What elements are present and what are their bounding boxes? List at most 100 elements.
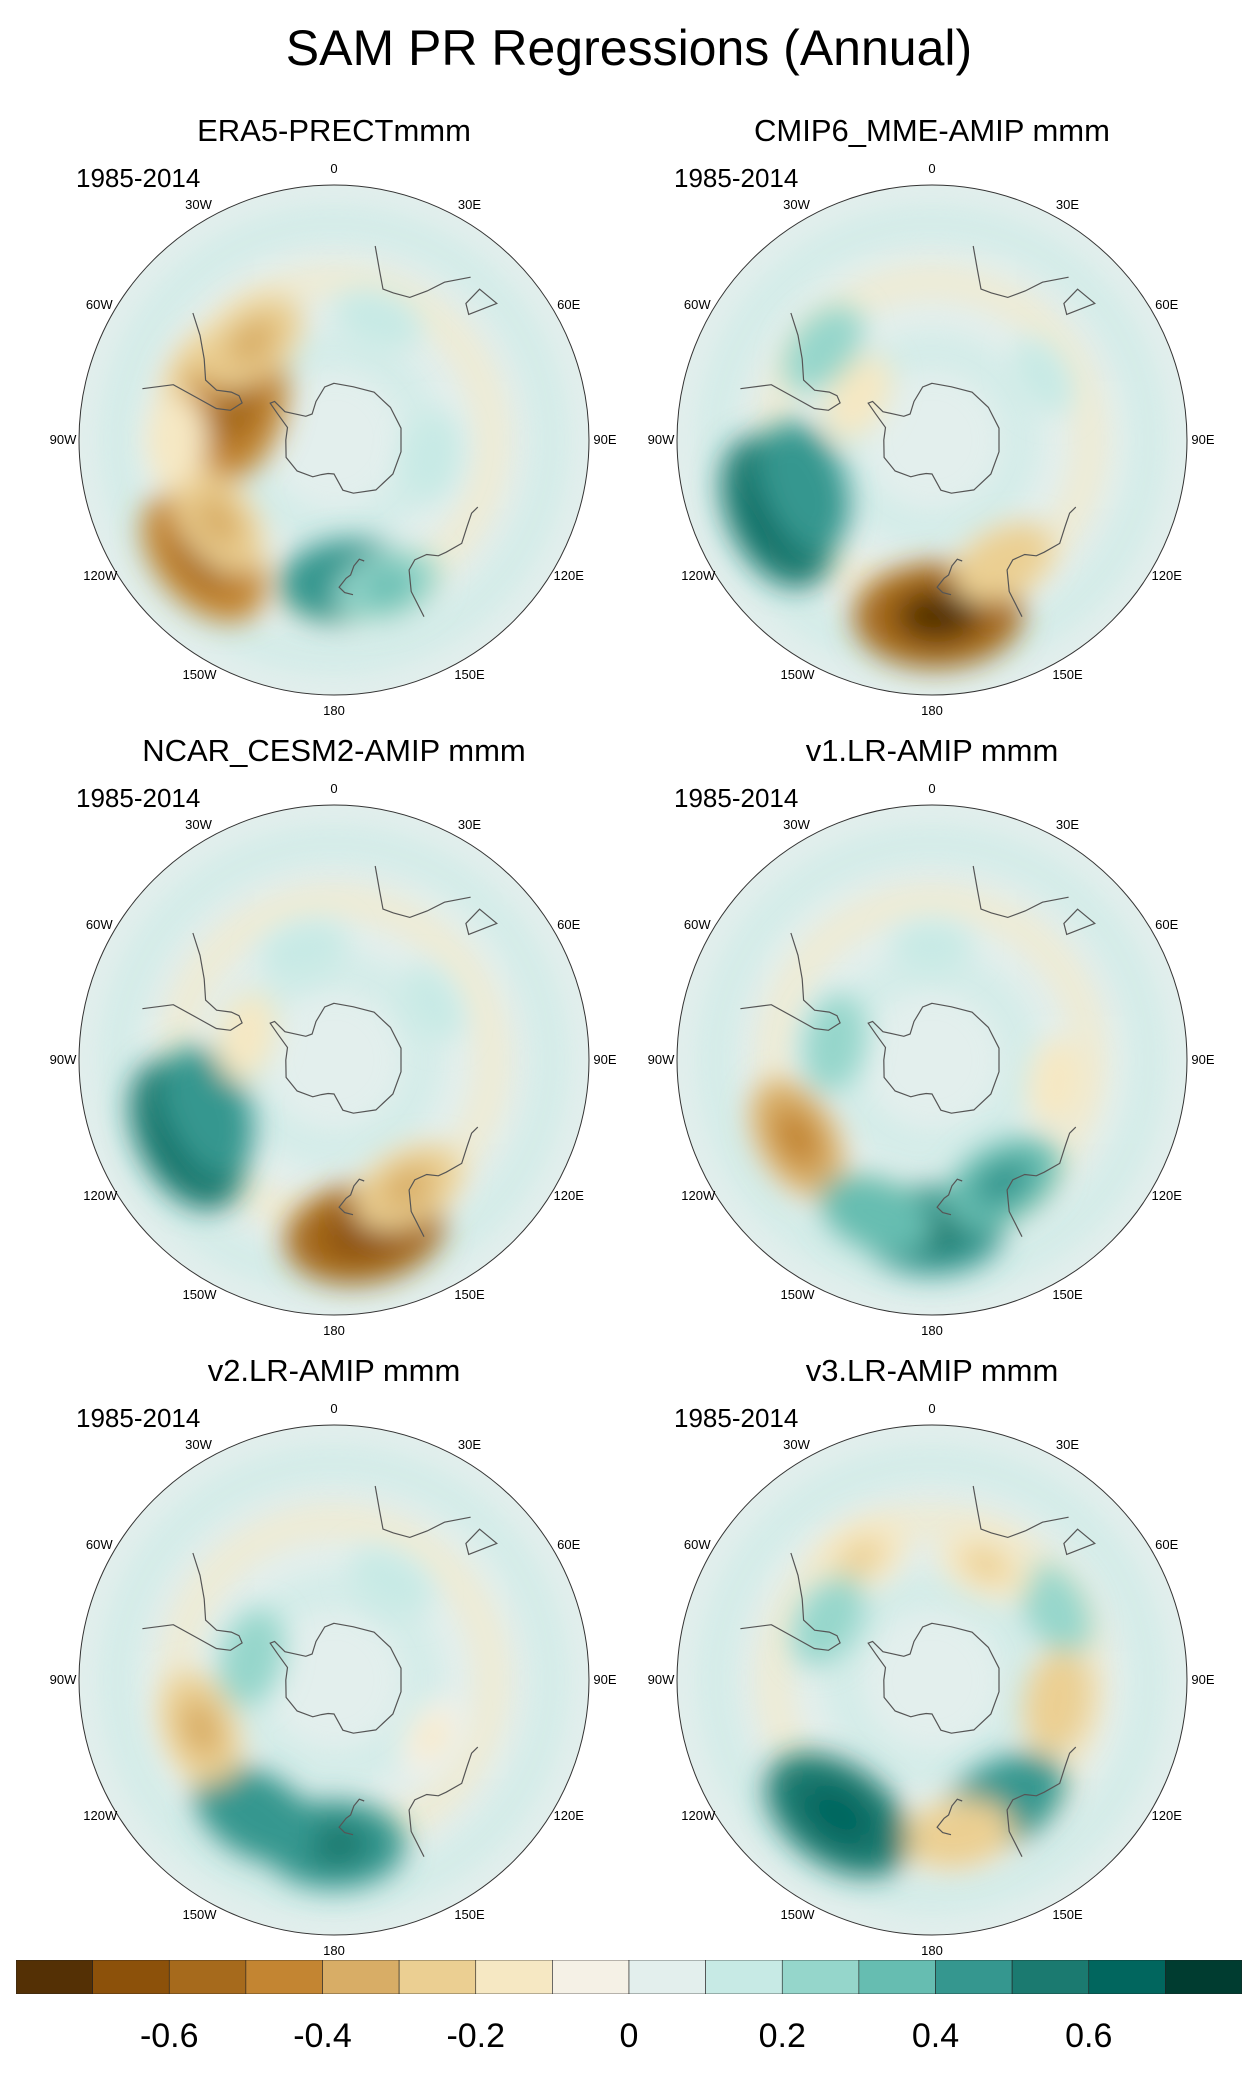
longitude-label: 90E — [1191, 1672, 1215, 1687]
longitude-label: 90E — [593, 432, 617, 447]
colorbar-swatch — [398, 1960, 477, 1994]
anomaly-ring — [698, 1446, 1166, 1914]
longitude-label: 150W — [182, 666, 217, 682]
longitude-label: 30E — [1055, 817, 1080, 833]
anomaly-core — [195, 495, 241, 548]
colorbar-swatch — [935, 1960, 1013, 1994]
map-border — [676, 184, 1188, 696]
coastline — [465, 288, 498, 316]
longitude-label: 90W — [647, 432, 675, 447]
coastline — [740, 932, 841, 1031]
coastline — [1063, 908, 1096, 936]
coastline — [867, 382, 1000, 494]
anomaly-core — [781, 454, 828, 519]
anomaly-core — [184, 1078, 232, 1144]
anomaly-core — [1036, 1586, 1073, 1633]
panel-title: v3.LR-AMIP mmm — [805, 1353, 1059, 1388]
anomaly-core — [417, 984, 448, 1023]
coastline — [374, 1485, 471, 1539]
coastline — [465, 1528, 498, 1556]
anomaly-core — [164, 417, 193, 463]
map-border — [676, 1424, 1188, 1936]
colorbar-swatch — [1165, 1960, 1242, 1994]
anomaly-core — [226, 318, 278, 366]
coastline — [142, 1552, 243, 1651]
coastline — [374, 245, 471, 299]
anomaly-core — [417, 434, 447, 480]
longitude-label: 30E — [457, 1437, 482, 1453]
colorbar-swatch — [552, 1960, 630, 1994]
coastline — [338, 558, 365, 596]
longitude-label: 90E — [593, 1672, 617, 1687]
colorbar-tick-label: -0.4 — [293, 2017, 352, 2055]
colorbar-tick-label: -0.6 — [139, 2017, 199, 2055]
longitude-label: 180 — [921, 1323, 943, 1338]
coastline — [972, 245, 1069, 299]
anomaly-core — [977, 542, 1028, 583]
anomaly-core — [355, 304, 400, 336]
longitude-label: 150E — [454, 1906, 485, 1922]
colorbar-swatch — [858, 1960, 936, 1994]
longitude-label: 120W — [681, 1807, 716, 1823]
panel-title: ERA5-PRECTmmm — [197, 113, 471, 148]
anomaly-ring — [698, 826, 1166, 1294]
polar-map — [78, 184, 590, 696]
longitude-label: 120W — [681, 1187, 716, 1203]
period-label: 1985-2014 — [674, 163, 799, 193]
period-label: 1985-2014 — [674, 783, 799, 813]
colorbar-swatch — [781, 1960, 860, 1994]
anomaly-core — [838, 1539, 885, 1576]
map-border — [676, 804, 1188, 1316]
colorbar-swatch — [92, 1960, 170, 1994]
coastline — [408, 1746, 479, 1857]
coastline — [972, 865, 1069, 919]
anomaly-core — [211, 371, 263, 446]
longitude-label: 60E — [557, 1536, 581, 1552]
longitude-label: 150E — [454, 1286, 485, 1302]
longitude-label: 60E — [1155, 1536, 1179, 1552]
longitude-label: 120E — [553, 1187, 584, 1203]
coastline — [1006, 1126, 1077, 1237]
anomaly-core — [847, 1194, 904, 1235]
longitude-label: 30E — [1055, 1437, 1080, 1453]
longitude-label: 90W — [647, 1672, 675, 1687]
coastline — [1006, 506, 1077, 617]
longitude-label: 120W — [83, 567, 118, 583]
longitude-label: 150W — [780, 1906, 815, 1922]
longitude-label: 120W — [681, 567, 716, 583]
colorbar-swatch — [1088, 1960, 1166, 1994]
coastline — [408, 506, 479, 617]
longitude-label: 60E — [1155, 296, 1179, 312]
anomaly-core — [973, 1159, 1032, 1206]
coastline — [1063, 1528, 1096, 1556]
longitude-label: 150E — [454, 666, 485, 682]
longitude-label: 0 — [330, 1401, 338, 1416]
polar-map — [676, 804, 1188, 1316]
anomaly-core — [962, 1546, 1010, 1582]
longitude-label: 90W — [49, 1672, 77, 1687]
anomaly-core — [1043, 1059, 1073, 1105]
coastline — [465, 908, 498, 936]
coastline — [867, 1002, 1000, 1114]
longitude-label: 0 — [928, 781, 936, 796]
longitude-label: 90W — [647, 1052, 675, 1067]
colorbar-swatch — [1011, 1960, 1090, 1994]
anomaly-ring — [825, 333, 1039, 547]
coastline — [740, 1552, 841, 1651]
colorbar-tick-label: 0.4 — [911, 2017, 960, 2055]
longitude-label: 150E — [1052, 666, 1083, 682]
longitude-label: 60E — [1155, 916, 1179, 932]
longitude-label: 60E — [557, 296, 581, 312]
polar-map — [78, 1424, 590, 1936]
anomaly-core — [810, 1597, 848, 1644]
longitude-label: 0 — [928, 1401, 936, 1416]
coastline — [936, 558, 963, 596]
longitude-label: 120W — [83, 1187, 118, 1203]
map-border — [78, 804, 590, 1316]
coastline — [142, 932, 243, 1031]
longitude-label: 30W — [783, 1437, 810, 1453]
longitude-label: 90E — [1191, 432, 1215, 447]
longitude-label: 60E — [557, 916, 581, 932]
longitude-label: 30W — [783, 817, 810, 833]
page-title: SAM PR Regressions (Annual) — [285, 20, 973, 76]
